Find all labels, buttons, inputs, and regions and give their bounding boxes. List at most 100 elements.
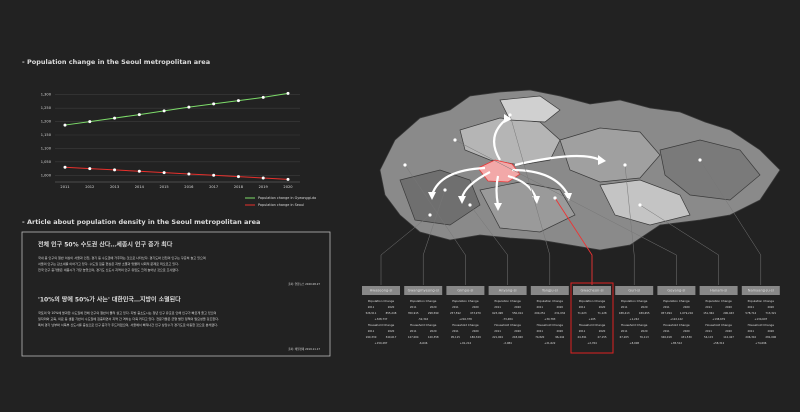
- map-point: [698, 158, 702, 162]
- block-label: Population Change: [410, 299, 437, 303]
- city-name: Hwaseong-si: [370, 289, 393, 293]
- change: +21,622: [544, 341, 556, 345]
- body-line: 특히 경기 남부와 서북부 신도시를 중심으로 인구 증가가 두드러졌으며, 서…: [38, 322, 218, 327]
- city-name: Hanam-si: [710, 289, 727, 293]
- series-line: [64, 166, 289, 180]
- map-point: [468, 203, 472, 207]
- city-header: [446, 286, 485, 295]
- connector: [639, 204, 719, 285]
- map-region: [399, 169, 481, 226]
- map-region: [659, 139, 761, 201]
- value: 623,498: [492, 311, 503, 315]
- chart-title: - Population change in the Seoul metropo…: [22, 58, 210, 66]
- arrowhead: [504, 114, 512, 123]
- city-name: Guri-si: [628, 289, 640, 293]
- change: +150,287: [375, 341, 388, 345]
- change: -73,484: [503, 317, 513, 321]
- year: 2011: [536, 305, 543, 309]
- source: 출처: 매일경제 2019.11.17: [288, 347, 320, 351]
- value: 127,004: [408, 335, 419, 339]
- value: 96,442: [555, 335, 564, 339]
- map-point: [508, 113, 512, 117]
- x-tick-label: 2012: [85, 185, 94, 189]
- year: 2020: [599, 305, 606, 309]
- y-tick-label: 1,150: [41, 133, 52, 137]
- city-header: [404, 286, 443, 295]
- value: 67,205: [620, 335, 629, 339]
- block-label: Household Change: [452, 323, 479, 327]
- value: 188,413: [619, 311, 630, 315]
- value: 578,714: [745, 311, 756, 315]
- map-point: [403, 163, 407, 167]
- year: 2011: [621, 329, 628, 333]
- value: 218,920: [512, 335, 523, 339]
- connector: [454, 139, 677, 285]
- point: [63, 123, 67, 127]
- value: 431,530: [681, 335, 692, 339]
- value: 190,330: [366, 335, 377, 339]
- value: 120,358: [428, 335, 439, 339]
- year: 2011: [410, 329, 417, 333]
- year: 2020: [725, 329, 732, 333]
- city-name: Gimpo-si: [457, 289, 473, 293]
- arrow: [511, 168, 569, 196]
- year: 2020: [641, 329, 648, 333]
- body-line: 서울의 인구는 감소세를 이어가고 있다. 수도권 집중 현상은 지방 소멸과 …: [38, 261, 179, 266]
- block-label: Household Change: [621, 323, 648, 327]
- point: [162, 109, 166, 113]
- value: 221,004: [492, 335, 503, 339]
- headline: 전체 인구 50% 수도권 산다…세종시 인구 증가 최다: [38, 241, 173, 249]
- change: +134,607: [754, 317, 767, 321]
- point: [187, 105, 191, 109]
- value: 151,364: [703, 311, 714, 315]
- x-tick-label: 2014: [135, 185, 145, 189]
- city-name: Anyang-si: [499, 289, 517, 293]
- year: 2011: [494, 329, 501, 333]
- year: 2020: [472, 305, 479, 309]
- year: 2020: [683, 305, 690, 309]
- year: 2011: [747, 305, 754, 309]
- value: 298,599: [428, 311, 439, 315]
- headline: '10%의 땅에 50%가 사는' 대한민국…지방이 소멸된다: [38, 296, 181, 304]
- body-line: 국내 총 인구의 절반 이상이 서울과 인천, 경기 등 수도권에 거주하는 것…: [38, 255, 206, 260]
- arrowhead: [564, 193, 572, 201]
- year: 2011: [747, 329, 754, 333]
- value: 54,115: [704, 335, 713, 339]
- map-point: [428, 213, 432, 217]
- change: +85,512: [671, 341, 683, 345]
- arrow: [495, 175, 500, 206]
- y-tick-label: 1,300: [41, 93, 52, 97]
- source: 출처: 연합뉴스 2020.08.27: [288, 282, 320, 286]
- arrowhead: [598, 155, 606, 165]
- year: 2011: [579, 305, 586, 309]
- point: [236, 175, 240, 179]
- city-header: [362, 286, 400, 295]
- city-panels: Hwaseong-si Population Change 2011 2020 526,…: [362, 113, 780, 354]
- change: -52,316: [418, 317, 428, 321]
- value: 231,034: [554, 311, 565, 315]
- body-line: 일자리와 교육, 의료 등 생활 기반이 수도권에 집중되면서 지역 간 격차는…: [38, 316, 219, 321]
- year: 2020: [472, 329, 479, 333]
- block-label: Population Change: [452, 299, 479, 303]
- point: [212, 102, 216, 106]
- block-label: Population Change: [579, 299, 606, 303]
- value: 24,391: [577, 335, 586, 339]
- year: 2020: [767, 329, 774, 333]
- x-tick-label: 2020: [283, 185, 293, 189]
- arrowhead: [428, 192, 436, 200]
- change: +30,783: [544, 317, 556, 321]
- city-name: Goyang-si: [667, 289, 685, 293]
- block-label: Household Change: [494, 323, 521, 327]
- block-label: Population Change: [663, 299, 690, 303]
- y-tick-label: 1,200: [41, 120, 52, 124]
- city-name: Gwangmyeong-si: [408, 289, 439, 293]
- block-label: Household Change: [748, 323, 775, 327]
- value: 71,128: [597, 311, 606, 315]
- change: +138,679: [712, 317, 725, 321]
- connector: [380, 214, 431, 285]
- year: 2020: [430, 329, 437, 333]
- point: [113, 168, 117, 172]
- map-point: [623, 163, 627, 167]
- point: [286, 177, 290, 181]
